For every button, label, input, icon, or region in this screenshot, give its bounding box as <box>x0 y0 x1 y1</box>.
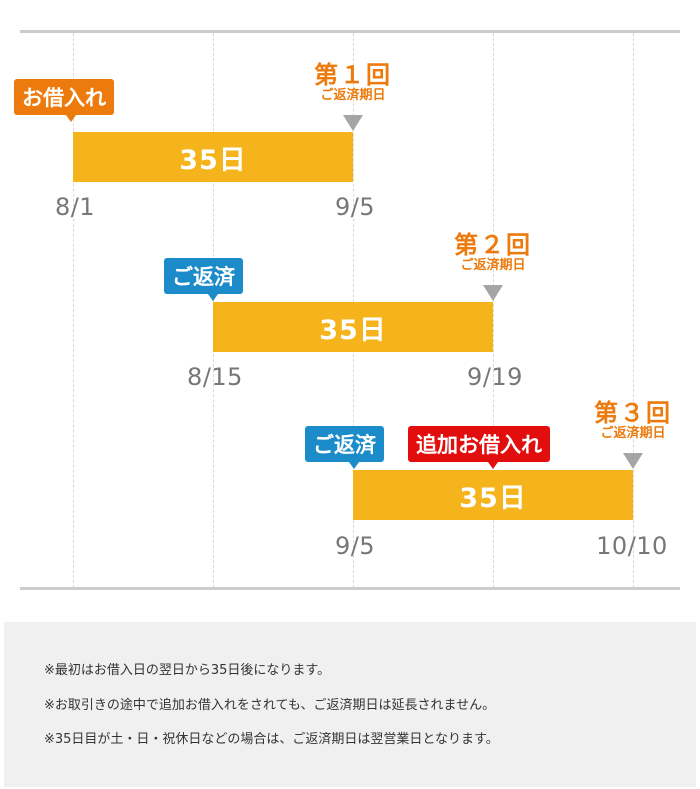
end-date-1: 9/5 <box>334 193 376 221</box>
period-bar-1: 35日 <box>73 132 353 182</box>
end-date-3: 10/10 <box>596 532 668 560</box>
due-date-label-3: 第３回 ご返済期日 <box>594 399 672 441</box>
bottom-rule <box>20 587 680 590</box>
top-rule <box>20 30 680 33</box>
grid-line <box>73 33 74 588</box>
due-date-label-2: 第２回 ご返済期日 <box>454 231 532 273</box>
start-date-3: 9/5 <box>334 532 376 560</box>
start-date-2: 8/15 <box>187 363 243 391</box>
grid-line <box>493 33 494 588</box>
period-bar-3: 35日 <box>353 470 633 520</box>
grid-line <box>633 33 634 588</box>
due-marker-triangle <box>483 285 503 301</box>
repayment-timeline-diagram: お借入れ 第１回 ご返済期日 35日 8/1 9/5 ご返済 第２回 ご返済期日… <box>14 30 680 590</box>
end-date-2: 9/19 <box>467 363 523 391</box>
due-marker-triangle <box>623 453 643 469</box>
note-holiday: ※35日目が土・日・祝休日などの場合は、ご返済期日は翌営業日となります。 <box>44 732 499 747</box>
start-date-1: 8/1 <box>54 193 96 221</box>
note-no-extension: ※お取引きの途中で追加お借入れをされても、ご返済期日は延長されません。 <box>44 698 496 713</box>
repay-tag: ご返済 <box>164 258 243 301</box>
due-marker-triangle <box>343 115 363 131</box>
repay-tag: ご返済 <box>305 426 384 469</box>
additional-borrow-tag: 追加お借入れ <box>408 426 550 469</box>
due-date-label-1: 第１回 ご返済期日 <box>314 61 392 103</box>
period-bar-2: 35日 <box>213 302 493 352</box>
note-first-due: ※最初はお借入日の翌日から35日後になります。 <box>44 663 331 678</box>
notes-box: ※最初はお借入日の翌日から35日後になります。 ※お取引きの途中で追加お借入れを… <box>4 622 696 787</box>
borrow-tag: お借入れ <box>14 79 114 122</box>
